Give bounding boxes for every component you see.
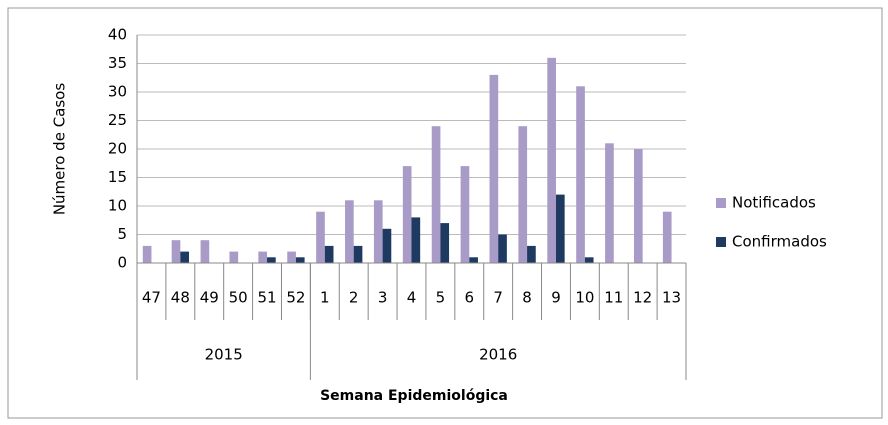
bar [171,240,181,263]
bar [605,143,614,263]
bar [200,240,210,263]
bar [498,234,507,263]
bar [460,166,470,263]
group-label: 2015 [205,346,243,364]
x-tick-label: 4 [407,289,417,307]
bar [316,211,325,263]
y-tick-label: 10 [108,197,127,215]
bar [527,245,536,263]
x-tick-label: 49 [200,289,219,307]
bar [258,251,268,263]
bar [633,149,643,263]
x-tick-label: 9 [551,289,561,307]
x-axis-title: Semana Epidemiológica [320,388,508,404]
bar [382,228,392,263]
bar [489,74,499,264]
bar [287,251,296,263]
bar [518,126,528,263]
x-tick-label: 8 [522,289,532,307]
bar [229,251,239,263]
bar [547,57,556,263]
bar [431,126,441,263]
bar [267,257,276,263]
x-tick-label: 7 [493,289,503,307]
bar [180,251,190,263]
legend-label: Confirmados [732,233,827,251]
y-tick-label: 40 [108,26,127,44]
bar [345,200,354,263]
bar [353,245,363,263]
y-tick-label: 30 [108,83,127,101]
chart-border [7,7,883,419]
legend-swatch [716,237,726,247]
y-tick-label: 5 [117,225,127,243]
x-tick-label: 10 [575,289,594,307]
x-tick-label: 50 [229,289,248,307]
bar [373,200,383,263]
x-tick-label: 52 [286,289,305,307]
legend-swatch [716,198,726,208]
x-tick-label: 48 [171,289,190,307]
y-tick-label: 25 [108,111,127,129]
bar [411,217,421,263]
bar [662,211,672,263]
y-tick-label: 0 [117,254,127,272]
bar [295,257,305,263]
bar [402,166,412,263]
x-tick-label: 13 [662,289,681,307]
legend-label: Notificados [732,194,816,212]
bar [469,257,478,263]
x-tick-label: 1 [320,289,330,307]
bar [440,223,450,263]
y-tick-label: 15 [108,168,127,186]
bar [584,257,594,263]
bar [324,245,334,263]
x-tick-label: 3 [378,289,388,307]
y-tick-label: 20 [108,140,127,158]
y-axis-title: Número de Casos [51,83,69,216]
x-tick-label: 6 [465,289,475,307]
x-tick-label: 12 [633,289,652,307]
x-tick-label: 2 [349,289,359,307]
group-label: 2016 [479,346,517,364]
x-tick-label: 5 [436,289,446,307]
x-tick-label: 47 [142,289,161,307]
bar [142,245,152,263]
x-tick-label: 11 [604,289,623,307]
y-tick-label: 35 [108,54,127,72]
x-tick-label: 51 [257,289,276,307]
bar [576,86,585,263]
bar [555,194,565,263]
